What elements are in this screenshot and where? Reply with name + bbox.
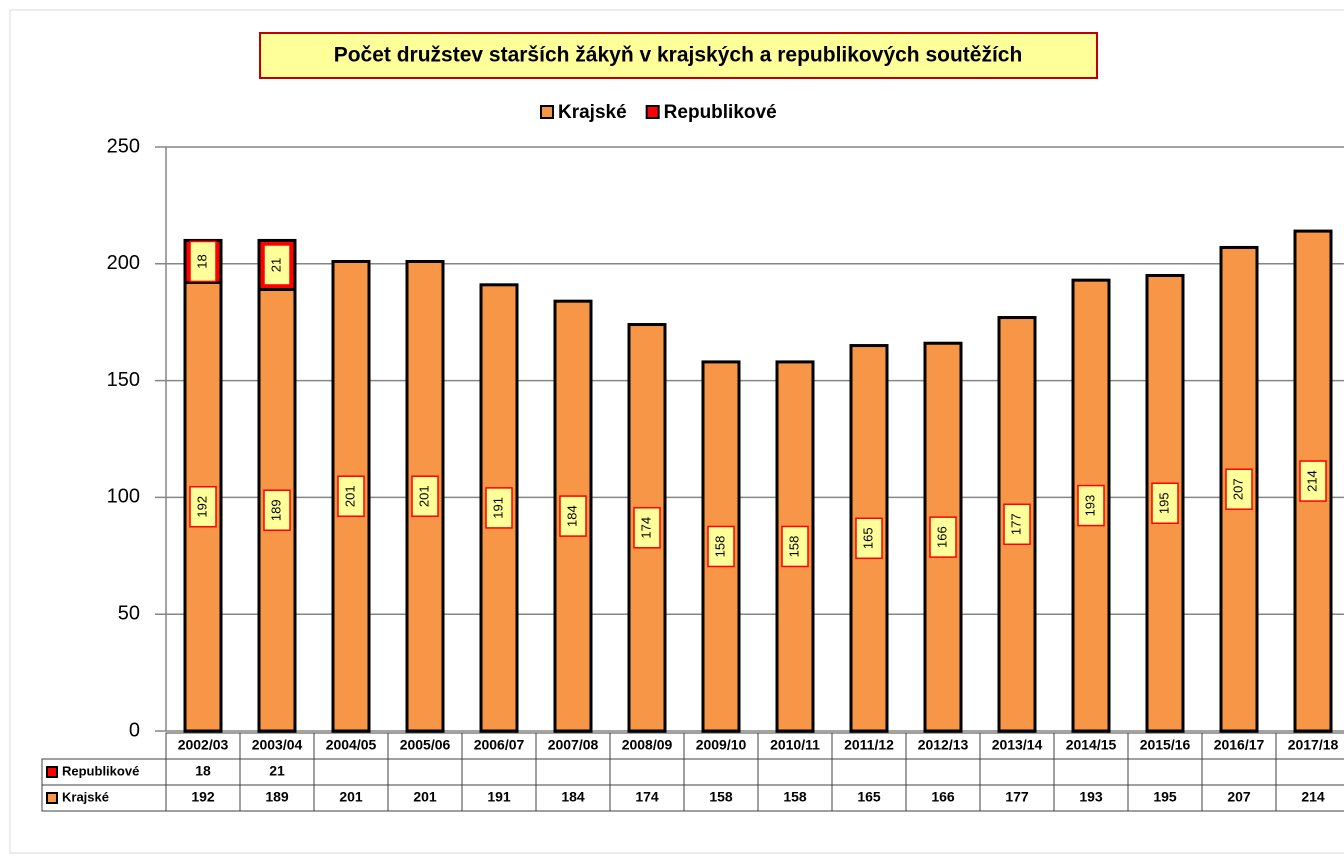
data-label: 189 xyxy=(268,499,283,521)
x-tick-label: 2008/09 xyxy=(622,737,673,753)
table-value: 21 xyxy=(269,763,285,779)
y-tick-label: 100 xyxy=(107,486,140,508)
legend-label: Republikové xyxy=(664,102,777,123)
legend-swatch xyxy=(540,105,554,119)
x-tick-label: 2006/07 xyxy=(474,737,525,753)
x-tick-label: 2004/05 xyxy=(326,737,377,753)
x-tick-label: 2003/04 xyxy=(252,737,303,753)
data-label-box xyxy=(929,516,957,558)
x-tick-label: 2010/11 xyxy=(770,737,820,753)
table-value: 189 xyxy=(265,789,289,805)
y-tick-label: 150 xyxy=(107,369,140,391)
table-value: 184 xyxy=(561,789,585,805)
data-label: 214 xyxy=(1304,470,1319,492)
data-label: 201 xyxy=(342,485,357,507)
table-value: 174 xyxy=(635,789,659,805)
data-label: 207 xyxy=(1230,478,1245,500)
data-label-box xyxy=(263,489,291,531)
y-tick-label: 250 xyxy=(107,135,140,157)
data-label-box xyxy=(633,507,661,549)
table-value: 165 xyxy=(857,789,881,805)
x-tick-label: 2015/16 xyxy=(1140,737,1191,753)
y-tick-label: 50 xyxy=(118,602,140,624)
table-value: 177 xyxy=(1005,789,1029,805)
data-label: 18 xyxy=(194,254,209,268)
data-label: 184 xyxy=(564,505,579,527)
data-label-box xyxy=(263,244,291,286)
data-label: 192 xyxy=(194,496,209,518)
table-value: 158 xyxy=(783,789,807,805)
data-label: 191 xyxy=(490,497,505,519)
data-label-box xyxy=(855,517,883,560)
data-label-box xyxy=(411,475,439,517)
data-label-box xyxy=(337,475,365,517)
y-tick-label: 0 xyxy=(129,719,140,741)
data-label: 21 xyxy=(268,258,283,272)
table-row-label: Republikové xyxy=(62,763,139,778)
x-tick-label: 2009/10 xyxy=(696,737,747,753)
x-tick-label: 2017/18 xyxy=(1288,737,1339,753)
table-value: 192 xyxy=(191,789,215,805)
table-cell xyxy=(1275,732,1344,812)
table-value: 201 xyxy=(339,789,363,805)
data-label-box xyxy=(1077,484,1105,527)
x-tick-label: 2007/08 xyxy=(548,737,599,753)
table-row-label: Krajské xyxy=(62,789,109,804)
table-value: 214 xyxy=(1301,789,1325,805)
data-label-box xyxy=(1003,503,1031,546)
table-legend-swatch xyxy=(46,766,58,778)
table-value: 195 xyxy=(1153,789,1177,805)
data-label-box xyxy=(707,525,735,568)
data-label: 158 xyxy=(712,536,727,558)
chart-title: Počet družstev starších žákyň v krajskýc… xyxy=(334,44,1023,67)
data-label: 165 xyxy=(860,527,875,549)
data-label-box xyxy=(781,525,809,568)
data-label: 166 xyxy=(934,526,949,548)
data-label: 193 xyxy=(1082,495,1097,517)
data-label-box xyxy=(1299,460,1327,502)
data-label-box xyxy=(189,485,217,528)
table-value: 18 xyxy=(195,763,211,779)
table-value: 191 xyxy=(487,789,511,805)
x-tick-label: 2002/03 xyxy=(178,737,229,753)
table-value: 207 xyxy=(1227,789,1251,805)
x-tick-label: 2011/12 xyxy=(844,737,894,753)
table-legend-swatch xyxy=(46,792,58,804)
data-label-box xyxy=(559,495,587,537)
table-value: 193 xyxy=(1079,789,1103,805)
chart-frame xyxy=(9,9,1344,854)
table-value: 158 xyxy=(709,789,733,805)
data-label: 177 xyxy=(1008,513,1023,535)
table-value: 166 xyxy=(931,789,955,805)
data-label: 195 xyxy=(1156,492,1171,514)
data-label-box xyxy=(485,487,513,529)
x-tick-label: 2005/06 xyxy=(400,737,451,753)
data-label: 158 xyxy=(786,536,801,558)
table-header-cell xyxy=(41,784,167,812)
data-label: 201 xyxy=(416,485,431,507)
data-label-box xyxy=(189,240,217,283)
x-tick-label: 2013/14 xyxy=(992,737,1043,753)
title-box xyxy=(259,32,1098,79)
y-tick-label: 200 xyxy=(107,252,140,274)
legend-swatch xyxy=(645,105,660,119)
data-label: 174 xyxy=(638,517,653,539)
table-value: 201 xyxy=(413,789,437,805)
x-tick-label: 2014/15 xyxy=(1066,737,1117,753)
x-tick-label: 2012/13 xyxy=(918,737,969,753)
legend-label: Krajské xyxy=(558,102,627,123)
data-label-box xyxy=(1225,468,1253,510)
data-label-box xyxy=(1151,482,1179,524)
x-tick-label: 2016/17 xyxy=(1214,737,1265,753)
